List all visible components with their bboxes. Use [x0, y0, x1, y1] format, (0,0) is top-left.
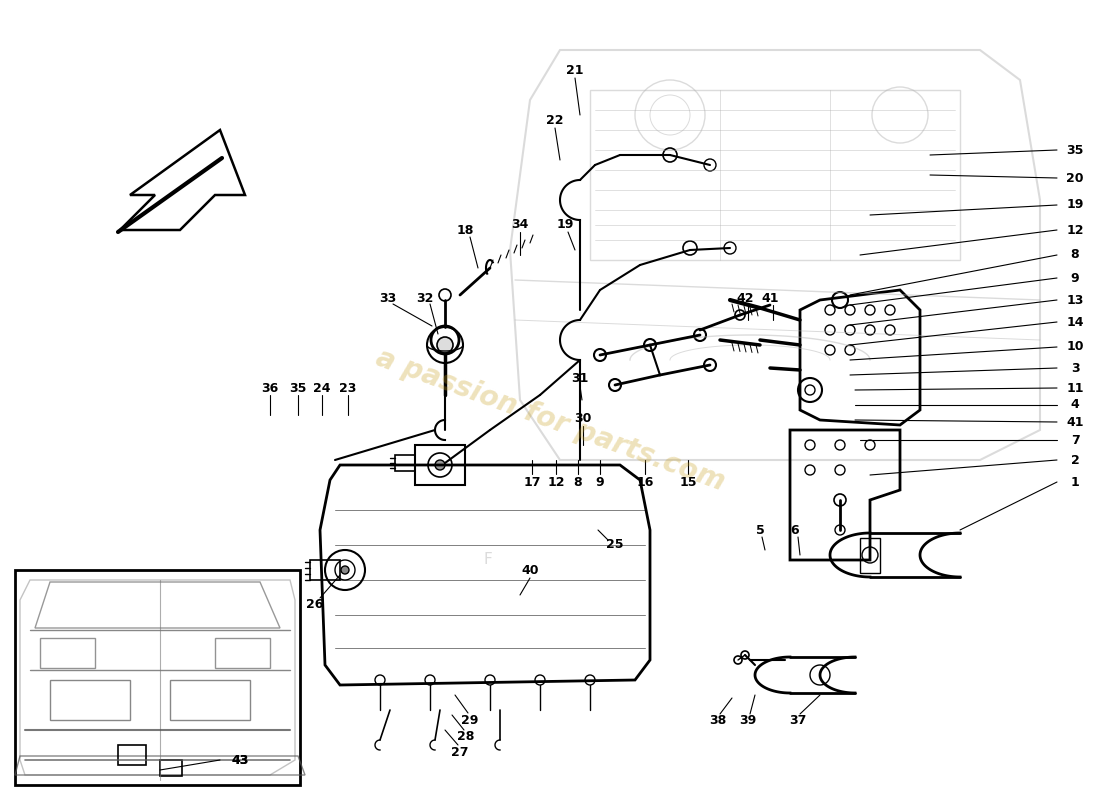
Bar — [118, 745, 146, 765]
Text: 14: 14 — [1066, 315, 1083, 329]
Text: 10: 10 — [1066, 341, 1083, 354]
Circle shape — [341, 566, 349, 574]
Text: 42: 42 — [736, 291, 754, 305]
Text: 40: 40 — [521, 563, 539, 577]
Bar — [15, 570, 300, 785]
Text: 5: 5 — [756, 523, 764, 537]
Text: 25: 25 — [606, 538, 624, 551]
Text: 43: 43 — [231, 754, 249, 766]
Text: 41: 41 — [1066, 415, 1083, 429]
Text: 37: 37 — [790, 714, 806, 726]
Text: 19: 19 — [1066, 198, 1083, 211]
Circle shape — [437, 337, 453, 353]
Text: 35: 35 — [1066, 143, 1083, 157]
Text: F: F — [484, 553, 493, 567]
Text: 7: 7 — [1070, 434, 1079, 446]
Text: 4: 4 — [1070, 398, 1079, 411]
Text: 16: 16 — [636, 475, 653, 489]
Bar — [860, 538, 880, 573]
Text: 12: 12 — [548, 475, 564, 489]
Text: 35: 35 — [289, 382, 307, 394]
Bar — [310, 560, 340, 580]
Bar — [50, 680, 130, 720]
Text: 22: 22 — [547, 114, 563, 126]
Bar — [214, 638, 270, 668]
Text: 30: 30 — [574, 411, 592, 425]
Text: 39: 39 — [739, 714, 757, 726]
Text: 1: 1 — [1070, 475, 1079, 489]
Text: 3: 3 — [1070, 362, 1079, 374]
Text: 9: 9 — [1070, 271, 1079, 285]
Bar — [160, 760, 182, 776]
Text: 8: 8 — [574, 475, 582, 489]
Text: 36: 36 — [262, 382, 278, 394]
Text: 41: 41 — [761, 291, 779, 305]
Text: 26: 26 — [306, 598, 323, 611]
Text: 31: 31 — [571, 371, 588, 385]
Text: 33: 33 — [379, 291, 397, 305]
Text: 24: 24 — [314, 382, 331, 394]
Bar — [40, 638, 95, 668]
Text: 13: 13 — [1066, 294, 1083, 306]
Text: 19: 19 — [557, 218, 574, 231]
Text: 38: 38 — [710, 714, 727, 726]
Text: 18: 18 — [456, 223, 474, 237]
Text: 8: 8 — [1070, 249, 1079, 262]
Text: 12: 12 — [1066, 223, 1083, 237]
Text: 9: 9 — [596, 475, 604, 489]
Bar — [415, 445, 465, 485]
Bar — [590, 90, 960, 260]
Bar — [395, 455, 415, 471]
Circle shape — [434, 460, 446, 470]
Text: 6: 6 — [791, 523, 800, 537]
Text: 32: 32 — [416, 291, 433, 305]
Text: 2: 2 — [1070, 454, 1079, 466]
Text: 11: 11 — [1066, 382, 1083, 394]
Text: 34: 34 — [512, 218, 529, 231]
Text: 28: 28 — [458, 730, 475, 742]
Text: 15: 15 — [680, 475, 696, 489]
Text: 17: 17 — [524, 475, 541, 489]
Text: a passion for parts.com: a passion for parts.com — [372, 344, 728, 496]
Text: 43: 43 — [231, 754, 249, 766]
Bar — [170, 680, 250, 720]
Text: 29: 29 — [461, 714, 478, 726]
Text: 20: 20 — [1066, 171, 1083, 185]
Text: 23: 23 — [339, 382, 356, 394]
Text: 27: 27 — [451, 746, 469, 758]
Text: 21: 21 — [566, 63, 584, 77]
